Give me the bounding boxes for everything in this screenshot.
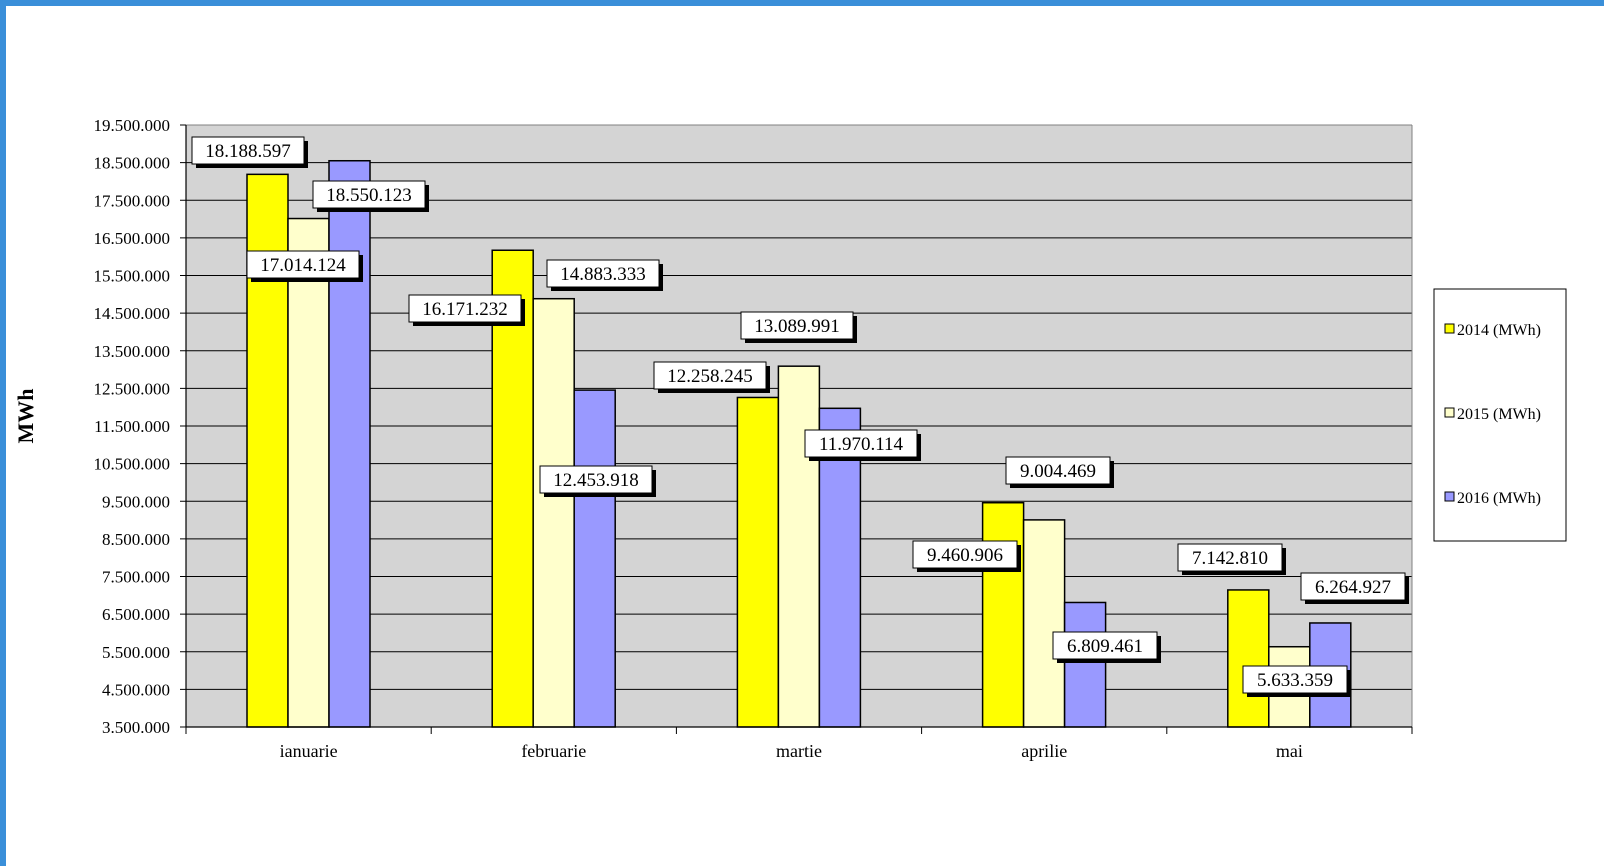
bar-2-aprilie (1022, 519, 1066, 728)
data-label-box (740, 311, 854, 340)
x-axis-ticks: ianuarie februarie martie aprilie mai (185, 727, 1413, 761)
data-label-3-ianuarie: 18.550.123 (312, 180, 429, 212)
data-label-text: 18.550.123 (326, 185, 412, 206)
data-label-box (546, 259, 660, 288)
y-tick-label: 12.500.000 (94, 379, 171, 398)
y-tick-label: 13.500.000 (94, 342, 171, 361)
data-label-text: 16.171.232 (422, 299, 508, 320)
data-labels: 18.188.597 16.171.232 12.258.245 9.460.906 7… (191, 136, 1409, 697)
data-label-1-ianuarie: 18.188.597 (191, 136, 308, 168)
legend-swatch-2 (1444, 407, 1455, 418)
data-label-3-februarie: 12.453.918 (539, 465, 656, 497)
x-tick-label: aprilie (1021, 741, 1067, 761)
data-label-text: 5.633.359 (1257, 670, 1333, 691)
data-label-text: 12.258.245 (667, 366, 753, 387)
data-label-2-aprilie: 9.004.469 (1005, 456, 1114, 488)
data-label-text: 14.883.333 (560, 264, 646, 285)
data-label-text: 11.970.114 (819, 434, 904, 455)
x-tick-label: ianuarie (280, 741, 338, 761)
bar-2-martie (777, 365, 821, 728)
bar-1-aprilie (981, 501, 1025, 728)
data-label-2-mai: 5.633.359 (1242, 665, 1351, 697)
y-tick-label: 7.500.000 (102, 568, 170, 587)
x-tick-label: martie (776, 741, 822, 761)
bar-2-februarie (532, 297, 575, 728)
y-tick-label: 10.500.000 (94, 455, 171, 474)
data-label-box (1242, 665, 1348, 694)
y-tick-label: 9.500.000 (102, 492, 170, 511)
data-label-3-aprilie: 6.809.461 (1052, 631, 1161, 663)
x-tick-label: mai (1276, 741, 1303, 761)
data-label-box (191, 136, 305, 165)
y-tick-label: 17.500.000 (94, 191, 171, 210)
axes (185, 124, 1413, 728)
data-label-text: 6.264.927 (1315, 577, 1391, 598)
data-label-2-martie: 13.089.991 (740, 311, 857, 343)
y-tick-label: 8.500.000 (102, 530, 170, 549)
x-tick-label: februarie (521, 741, 586, 761)
legend-swatch-1 (1444, 323, 1455, 334)
data-label-text: 7.142.810 (1192, 548, 1268, 569)
y-tick-label: 16.500.000 (94, 229, 171, 248)
bar-3-aprilie (1063, 601, 1107, 728)
y-axis-title: MWh (13, 389, 38, 444)
data-label-text: 9.460.906 (927, 545, 1003, 566)
bar-1-februarie (491, 249, 534, 728)
legend-box (1433, 288, 1567, 542)
data-label-2-ianuarie: 17.014.124 (246, 250, 363, 282)
bar-1-martie (736, 396, 780, 728)
y-tick-label: 15.500.000 (94, 267, 171, 286)
bar-1-mai (1227, 589, 1270, 728)
y-tick-label: 4.500.000 (102, 680, 170, 699)
legend: 2014 (MWh) 2015 (MWh) 2016 (MWh) (1433, 288, 1567, 542)
y-tick-label: 6.500.000 (102, 605, 170, 624)
data-label-text: 18.188.597 (205, 141, 291, 162)
window-frame-left (0, 0, 6, 866)
y-axis-ticks: 3.500.000 4.500.000 5.500.000 6.500.000 7.50… (94, 116, 186, 737)
data-label-text: 6.809.461 (1067, 636, 1143, 657)
window-frame-top (0, 0, 1604, 6)
y-tick-label: 11.500.000 (94, 417, 170, 436)
data-label-box (804, 429, 918, 458)
data-label-2-februarie: 14.883.333 (546, 259, 663, 291)
y-tick-label: 19.500.000 (94, 116, 171, 135)
legend-swatch-3 (1444, 491, 1455, 502)
legend-label-3: 2016 (MWh) (1457, 490, 1541, 507)
data-label-box (312, 180, 426, 209)
data-label-box (408, 294, 522, 323)
data-label-1-martie: 12.258.245 (653, 361, 770, 393)
data-label-box (246, 250, 360, 279)
data-label-3-mai: 6.264.927 (1300, 572, 1409, 604)
data-label-box (1005, 456, 1111, 485)
data-label-box (912, 540, 1018, 569)
y-tick-label: 18.500.000 (94, 154, 171, 173)
data-label-box (1177, 543, 1283, 572)
bar-3-februarie (573, 389, 616, 728)
bar-3-ianuarie (328, 159, 371, 728)
bar-2-ianuarie (287, 217, 330, 728)
data-label-box (653, 361, 767, 390)
bar-3-martie (818, 407, 862, 728)
data-label-text: 13.089.991 (754, 316, 840, 337)
data-label-box (539, 465, 653, 494)
data-label-box (1052, 631, 1158, 660)
y-tick-label: 5.500.000 (102, 643, 170, 662)
data-label-1-aprilie: 9.460.906 (912, 540, 1021, 572)
y-tick-label: 3.500.000 (102, 718, 170, 737)
legend-label-1: 2014 (MWh) (1457, 322, 1541, 339)
data-label-3-martie: 11.970.114 (804, 429, 921, 461)
data-label-text: 9.004.469 (1020, 461, 1096, 482)
data-label-1-februarie: 16.171.232 (408, 294, 525, 326)
data-label-1-mai: 7.142.810 (1177, 543, 1286, 575)
data-label-text: 12.453.918 (553, 470, 639, 491)
y-tick-label: 14.500.000 (94, 304, 171, 323)
data-label-text: 17.014.124 (260, 255, 346, 276)
data-label-box (1300, 572, 1406, 601)
legend-label-2: 2015 (MWh) (1457, 406, 1541, 423)
